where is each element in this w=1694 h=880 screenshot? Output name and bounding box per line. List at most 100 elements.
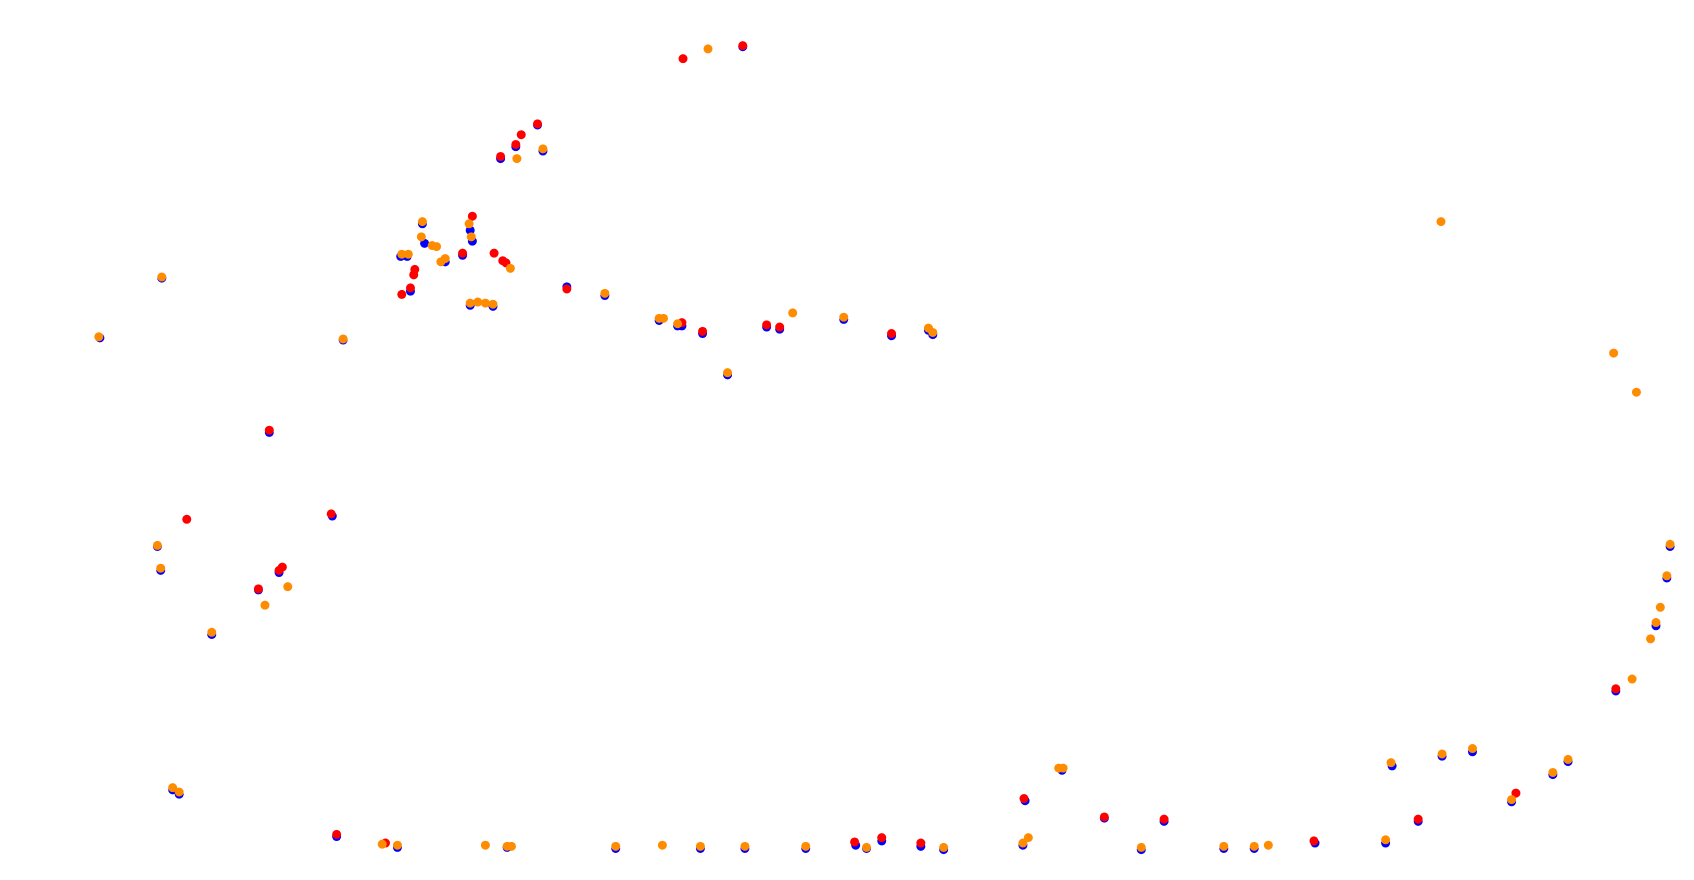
- data-point: [1159, 814, 1169, 824]
- data-point: [465, 298, 475, 308]
- data-point: [253, 584, 263, 594]
- data-point: [156, 563, 166, 573]
- data-point: [1437, 749, 1447, 759]
- data-point: [403, 249, 413, 259]
- data-point: [1019, 794, 1029, 804]
- data-point: [1436, 217, 1446, 227]
- data-point: [1631, 387, 1641, 397]
- data-point: [877, 833, 887, 843]
- data-point: [506, 841, 516, 851]
- data-point: [703, 44, 713, 54]
- data-point: [466, 232, 476, 242]
- data-point: [1023, 833, 1033, 843]
- data-point: [562, 284, 572, 294]
- data-point: [489, 248, 499, 258]
- data-point: [264, 425, 274, 435]
- data-point: [1665, 539, 1675, 549]
- data-point: [458, 248, 468, 258]
- data-point: [673, 319, 683, 329]
- data-point: [464, 219, 474, 229]
- data-point: [1054, 763, 1064, 773]
- data-point: [658, 313, 668, 323]
- data-point: [182, 514, 192, 524]
- data-point: [168, 783, 178, 793]
- data-point: [432, 242, 442, 252]
- data-point: [1219, 841, 1229, 851]
- data-point: [496, 151, 506, 161]
- data-point: [207, 627, 217, 637]
- data-point: [283, 582, 293, 592]
- data-point: [1249, 841, 1259, 851]
- data-point: [775, 322, 785, 332]
- data-point: [377, 839, 387, 849]
- data-point: [738, 41, 748, 51]
- data-point: [473, 297, 483, 307]
- data-point: [850, 837, 860, 847]
- data-point: [1263, 840, 1273, 850]
- data-point: [260, 600, 270, 610]
- data-point: [512, 154, 522, 164]
- data-point: [397, 289, 407, 299]
- data-point: [887, 329, 897, 339]
- data-point: [516, 130, 526, 140]
- data-point: [338, 334, 348, 344]
- data-point: [1136, 842, 1146, 852]
- data-point: [274, 565, 284, 575]
- data-point: [678, 54, 688, 64]
- data-point: [862, 842, 872, 852]
- data-point: [740, 841, 750, 851]
- data-point: [1467, 744, 1477, 754]
- data-point: [511, 139, 521, 149]
- data-point: [1651, 618, 1661, 628]
- data-point: [723, 368, 733, 378]
- data-point: [1548, 767, 1558, 777]
- data-point: [1627, 674, 1637, 684]
- data-point: [939, 842, 949, 852]
- data-point: [1511, 788, 1521, 798]
- data-point: [839, 312, 849, 322]
- data-point: [1099, 812, 1109, 822]
- data-point: [1646, 634, 1656, 644]
- data-point: [1611, 684, 1621, 694]
- data-point: [488, 299, 498, 309]
- data-point: [1381, 835, 1391, 845]
- data-point: [332, 829, 342, 839]
- data-point: [657, 840, 667, 850]
- data-point: [538, 144, 548, 154]
- data-point: [1655, 602, 1665, 612]
- data-point: [157, 272, 167, 282]
- data-point: [436, 257, 446, 267]
- data-point: [533, 119, 543, 129]
- data-point: [695, 841, 705, 851]
- data-point: [762, 320, 772, 330]
- data-point: [416, 232, 426, 242]
- data-point: [405, 283, 415, 293]
- data-point: [801, 841, 811, 851]
- data-point: [788, 308, 798, 318]
- data-point: [417, 217, 427, 227]
- data-point: [1413, 814, 1423, 824]
- data-point: [1507, 795, 1517, 805]
- data-point: [409, 270, 419, 280]
- data-point: [1563, 754, 1573, 764]
- data-point: [152, 540, 162, 550]
- data-point: [600, 288, 610, 298]
- data-point: [1309, 836, 1319, 846]
- data-point: [397, 249, 407, 259]
- data-point: [698, 326, 708, 336]
- data-point: [392, 840, 402, 850]
- data-point: [505, 263, 515, 273]
- data-point: [611, 841, 621, 851]
- data-point: [1609, 348, 1619, 358]
- data-point: [480, 840, 490, 850]
- data-point: [480, 298, 490, 308]
- data-point: [1386, 758, 1396, 768]
- data-point: [1662, 571, 1672, 581]
- data-point: [923, 323, 933, 333]
- data-point: [467, 211, 477, 221]
- data-point: [916, 838, 926, 848]
- data-point: [94, 332, 104, 342]
- data-point: [326, 509, 336, 519]
